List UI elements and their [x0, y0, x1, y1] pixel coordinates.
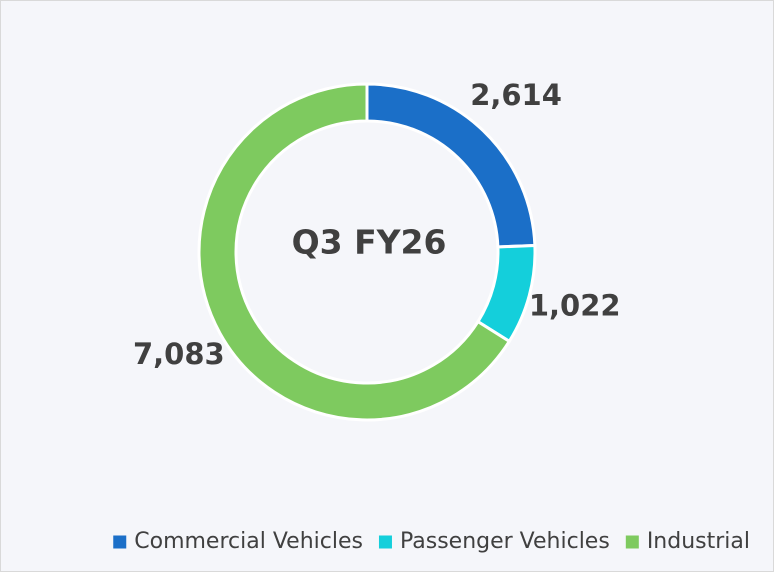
value-label: 2,614: [470, 78, 562, 112]
legend-label: Passenger Vehicles: [400, 529, 610, 554]
value-label: 7,083: [133, 337, 225, 371]
legend-swatch: [113, 535, 127, 549]
legend-label: Industrial: [647, 529, 750, 554]
value-label: 1,022: [529, 288, 621, 322]
legend-label: Commercial Vehicles: [134, 529, 363, 554]
legend-swatch: [378, 535, 392, 549]
donut-segment: [197, 82, 512, 422]
legend-swatch: [625, 535, 639, 549]
center-label: Q3 FY26: [292, 223, 447, 262]
